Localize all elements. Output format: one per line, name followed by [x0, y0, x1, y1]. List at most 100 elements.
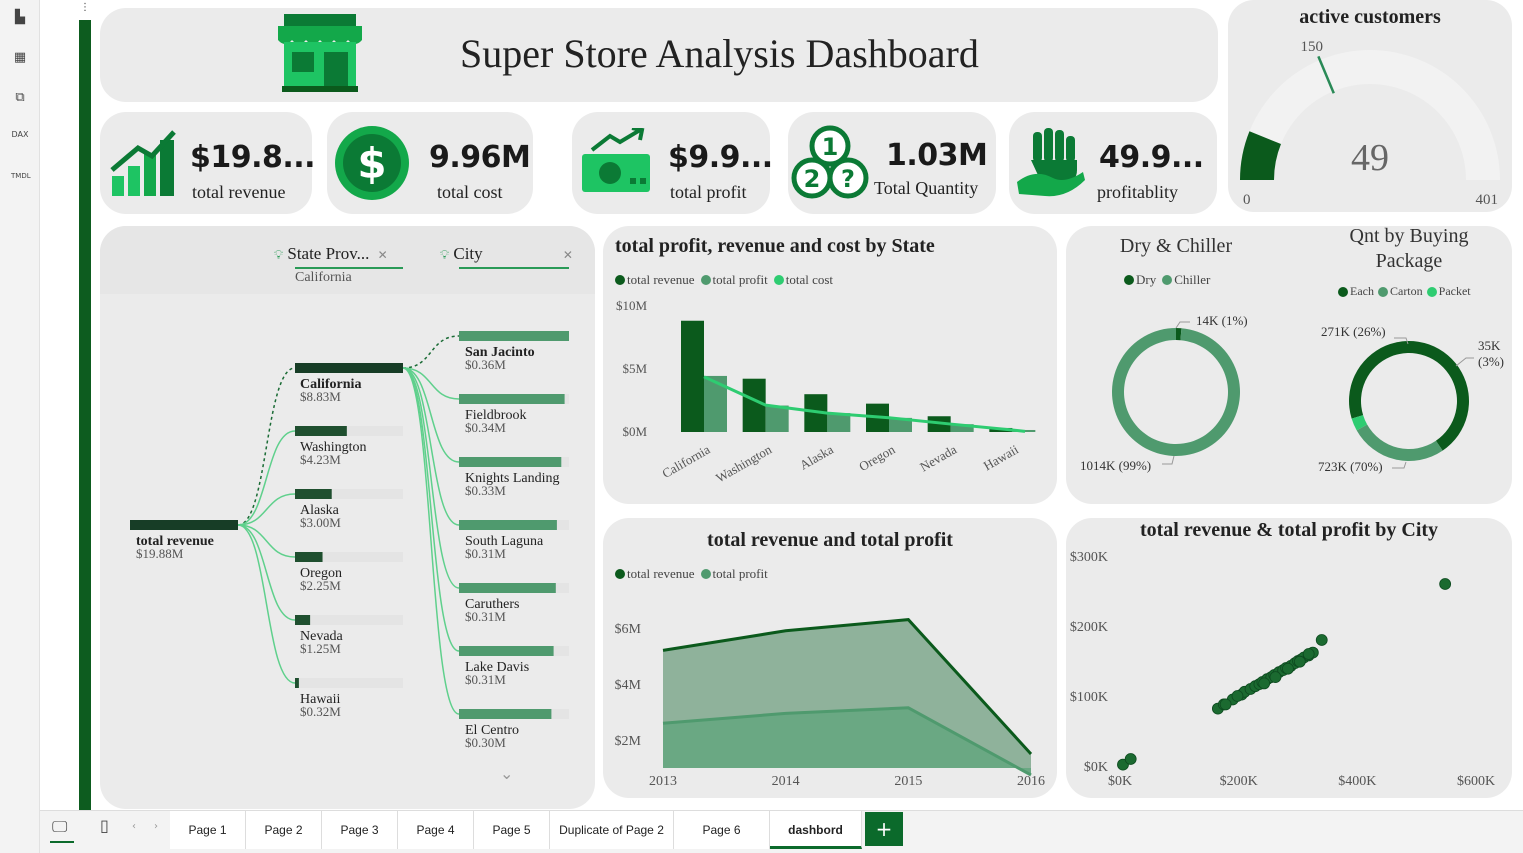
donut-charts-card: Dry & Chiller Dry Chiller Qnt by Buying …: [1066, 225, 1512, 504]
tmdl-view-icon[interactable]: TMDL: [11, 172, 31, 180]
dax-query-icon[interactable]: DAX: [11, 130, 29, 139]
scatter-point[interactable]: [1258, 677, 1271, 690]
close-icon[interactable]: ✕: [562, 248, 573, 262]
bar[interactable]: [827, 413, 851, 432]
scatter-point[interactable]: [1124, 753, 1137, 765]
filter-pill-state[interactable]: 💡︎ State Prov... ✕: [274, 244, 388, 264]
page-tab[interactable]: Page 6: [674, 811, 770, 849]
scatter-point[interactable]: [1293, 655, 1306, 668]
donut-slice[interactable]: [1112, 328, 1240, 456]
scatter-point[interactable]: [1282, 662, 1294, 675]
tree-city-bar[interactable]: [459, 583, 556, 593]
table-view-icon[interactable]: ▦: [13, 50, 27, 65]
page-tab[interactable]: dashbord: [770, 811, 862, 849]
y-tick-label: $300K: [1070, 550, 1108, 565]
tree-city-bar[interactable]: [459, 520, 557, 530]
leader-line: [1175, 321, 1190, 329]
tree-node-label: San Jacinto: [465, 345, 535, 360]
report-canvas: Super Store Analysis Dashboard $19.8... …: [95, 0, 1523, 812]
bar[interactable]: [889, 417, 912, 432]
desktop-layout-indicator: [50, 841, 74, 843]
tree-state-bar[interactable]: [295, 489, 332, 499]
tree-connector: [237, 367, 296, 526]
tab-scroll-right-icon[interactable]: ›: [154, 821, 158, 832]
bar[interactable]: [681, 320, 704, 432]
chart-title: Qnt by Buying Package: [1349, 225, 1469, 272]
chevron-down-icon[interactable]: ⌄: [500, 764, 514, 783]
scatter-chart[interactable]: $0K $100K $200K $300K $0K $200K $400K $600K: [1066, 518, 1512, 798]
desktop-layout-icon[interactable]: 🖵︎: [52, 817, 68, 836]
page-tab[interactable]: Page 1: [170, 811, 246, 849]
y-tick-label: $6M: [615, 622, 642, 637]
page-tab[interactable]: Duplicate of Page 2: [550, 811, 674, 849]
mobile-layout-icon[interactable]: ▯: [100, 816, 109, 835]
gauge-min-label: 0: [1243, 192, 1251, 208]
page-tab[interactable]: Page 3: [322, 811, 398, 849]
tree-node-value: $0.32M: [300, 704, 341, 719]
tree-state-bar[interactable]: [295, 678, 299, 688]
gauge-track: [1240, 50, 1500, 180]
x-tick-label: $400K: [1338, 774, 1376, 789]
profit-area[interactable]: [663, 707, 1031, 775]
filter-pill-city[interactable]: 💡︎ City ✕: [440, 244, 573, 264]
report-view-icon[interactable]: ▙: [15, 10, 25, 25]
donut-slice[interactable]: [1176, 328, 1182, 341]
legend-item: Packet: [1438, 284, 1471, 298]
y-tick-label: $4M: [615, 678, 642, 693]
tree-connector: [237, 524, 296, 621]
tree-city-bar[interactable]: [459, 709, 552, 719]
tree-node-value: $0.30M: [465, 735, 506, 750]
revenue-line[interactable]: [662, 618, 1033, 756]
model-view-icon[interactable]: ⧉: [15, 90, 25, 105]
kpi-value: $19.8...: [190, 140, 316, 175]
bar[interactable]: [765, 405, 789, 432]
tree-node-label: Knights Landing: [465, 471, 560, 486]
tree-state-bar[interactable]: [295, 426, 347, 436]
scatter-point[interactable]: [1269, 671, 1282, 684]
tree-state-bar[interactable]: [295, 552, 323, 562]
tree-node-value: $0.36M: [465, 357, 506, 372]
add-page-button[interactable]: +: [865, 812, 903, 846]
bar-chart[interactable]: $0M $5M $10M California Washington Alaska Oreg…: [603, 226, 1057, 504]
page-tab[interactable]: Page 5: [474, 811, 550, 849]
tree-city-bar[interactable]: [459, 331, 569, 341]
kpi-label: total profit: [670, 182, 747, 202]
donut-charts[interactable]: 14K (1%) 1014K (99%) 271K (26%) 35K(3%) 723K…: [1066, 226, 1512, 504]
tree-node-label: El Centro: [465, 723, 519, 738]
scatter-point[interactable]: [1302, 648, 1315, 660]
scatter-point[interactable]: [1315, 634, 1328, 646]
gauge-card: active customers 150 49 0 401: [1228, 0, 1512, 212]
page-tab[interactable]: Page 4: [398, 811, 474, 849]
scatter-point[interactable]: [1231, 690, 1244, 702]
bar[interactable]: [950, 424, 974, 432]
chart-legend: Each Carton Packet: [1338, 284, 1471, 299]
tree-node-value: $19.88M: [136, 546, 184, 561]
tab-scroll-left-icon[interactable]: ‹: [132, 821, 136, 832]
bar[interactable]: [742, 378, 766, 432]
profit-line[interactable]: [662, 706, 1032, 777]
tree-city-bar[interactable]: [459, 457, 562, 467]
page-tab[interactable]: Page 2: [246, 811, 322, 849]
x-tick-label: Oregon: [856, 441, 898, 474]
tree-state-bar[interactable]: [295, 363, 403, 373]
close-icon[interactable]: ✕: [377, 248, 388, 262]
scatter-point[interactable]: [1439, 578, 1452, 590]
donut-slice[interactable]: [1351, 415, 1368, 431]
bar[interactable]: [704, 375, 727, 432]
decomposition-tree[interactable]: total revenue$19.88MCalifornia$8.83MWash…: [100, 226, 595, 809]
more-options-icon[interactable]: ⋮: [80, 2, 90, 13]
area-chart[interactable]: $2M $4M $6M 2013 2014 2015 2016: [603, 518, 1057, 798]
tree-connector: [402, 367, 460, 526]
tree-root-bar[interactable]: [130, 520, 238, 530]
tree-state-bar[interactable]: [295, 615, 311, 625]
scatter-point[interactable]: [1219, 698, 1232, 711]
x-tick-label: Alaska: [797, 441, 836, 472]
tree-city-bar[interactable]: [459, 646, 554, 656]
donut-slice[interactable]: [1356, 424, 1443, 461]
y-tick-label: $100K: [1070, 690, 1108, 705]
cost-line[interactable]: [703, 375, 1026, 433]
tree-node-value: $3.00M: [300, 515, 341, 530]
legend-item: Carton: [1389, 284, 1423, 298]
kpi-value: 9.96M: [429, 140, 531, 175]
tree-city-bar[interactable]: [459, 394, 565, 404]
